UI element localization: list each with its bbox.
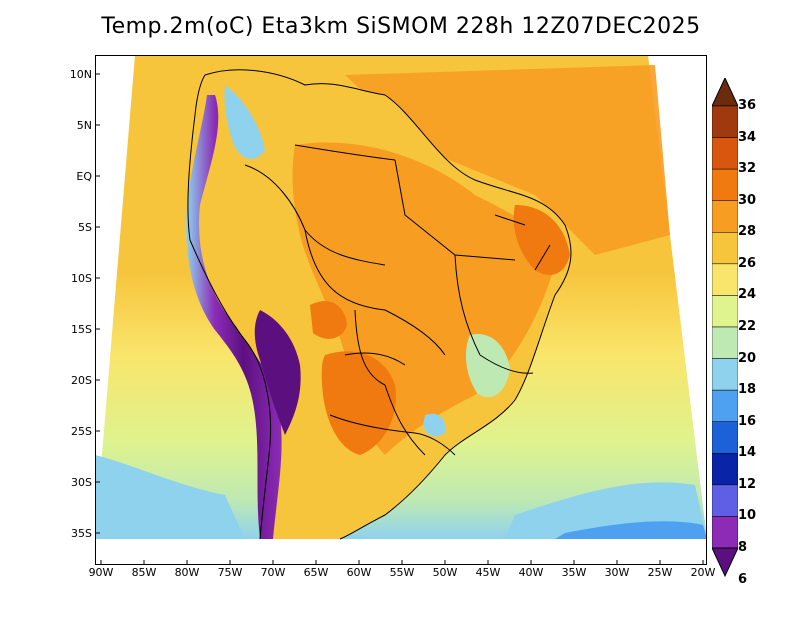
- lon-label-60w: 60W: [346, 566, 372, 579]
- andes-altiplano: [254, 310, 301, 435]
- colorbar-segment: [712, 295, 738, 328]
- lat-label-20s: 20S: [71, 374, 92, 387]
- colorbar-segment: [712, 453, 738, 486]
- lon-label-70w: 70W: [260, 566, 286, 579]
- lon-label-90w: 90W: [88, 566, 114, 579]
- colorbar-label: 18: [738, 382, 757, 398]
- lon-label-85w: 85W: [131, 566, 157, 579]
- colorbar-label: 28: [738, 224, 757, 240]
- colorbar-label: 22: [738, 319, 757, 334]
- hot-chaco: [321, 351, 396, 455]
- colorbar-label: 32: [738, 161, 757, 177]
- colorbar-segment: [712, 200, 738, 233]
- colorbar-segment: [712, 358, 738, 391]
- lon-label-20w: 20W: [690, 566, 716, 579]
- lat-label-eq: EQ: [76, 170, 92, 183]
- lon-label-30w: 30W: [604, 566, 630, 579]
- hot-northeast: [513, 205, 570, 275]
- andes-north-colombia: [224, 85, 265, 159]
- colorbar-top-arrow: [712, 78, 738, 107]
- lat-label-10s: 10S: [71, 272, 92, 285]
- colorbar-label: 12: [738, 476, 757, 492]
- andes-cold-strip: [186, 95, 282, 539]
- colorbar-segment: [712, 263, 738, 296]
- cold-ocean-southeast-deep: [555, 521, 707, 539]
- lat-label-25s: 25S: [71, 425, 92, 438]
- lat-label-30s: 30S: [71, 476, 92, 489]
- colorbar-segment: [712, 516, 738, 549]
- colorbar-segment: [712, 421, 738, 454]
- axis-ticks: [95, 73, 704, 565]
- hot-amazon-west: [310, 301, 347, 339]
- colorbar-segment: [712, 105, 738, 138]
- lat-label-5s: 5S: [78, 221, 92, 234]
- cold-ocean-southwest: [95, 455, 245, 539]
- lon-label-55w: 55W: [389, 566, 415, 579]
- south-america-land: [186, 69, 571, 539]
- lon-label-40w: 40W: [518, 566, 544, 579]
- lon-label-65w: 65W: [303, 566, 329, 579]
- colorbar-segment: [712, 232, 738, 265]
- colorbar-label: 36: [738, 98, 757, 113]
- colorbar-segment: [712, 389, 738, 422]
- lat-label-15s: 15S: [71, 323, 92, 336]
- highlands-south: [423, 413, 446, 437]
- warm-atlantic-band: [345, 65, 670, 255]
- lon-label-80w: 80W: [174, 566, 200, 579]
- map-title: Temp.2m(oC) Eta3km SiSMOM 228h 12Z07DEC2…: [101, 14, 701, 39]
- lon-label-50w: 50W: [432, 566, 458, 579]
- colorbar-label: 10: [738, 508, 757, 524]
- colorbar: [712, 78, 738, 578]
- temperature-map: [95, 55, 707, 565]
- colorbar-segment: [712, 137, 738, 170]
- colorbar-bottom-arrow: [712, 547, 738, 578]
- lon-label-75w: 75W: [217, 566, 243, 579]
- colorbar-segment: [712, 168, 738, 201]
- colorbar-segment: [712, 484, 738, 517]
- colorbar-label: 20: [738, 350, 757, 366]
- colorbar-label: 6: [738, 571, 748, 587]
- colorbar-label: 30: [738, 192, 757, 208]
- colorbar-label: 14: [738, 445, 757, 461]
- colorbar-label: 16: [738, 413, 757, 429]
- colorbar-segment: [712, 326, 738, 359]
- colorbar-label: 34: [738, 129, 757, 145]
- lat-label-35s: 35S: [71, 527, 92, 540]
- colorbar-label: 24: [738, 287, 757, 303]
- lat-label-10n: 10N: [69, 68, 92, 81]
- colorbar-label: 8: [738, 540, 748, 555]
- lon-label-45w: 45W: [475, 566, 501, 579]
- country-borders: [187, 69, 572, 540]
- lat-label-5n: 5N: [76, 119, 92, 132]
- colorbar-label: 26: [738, 255, 757, 271]
- lon-label-35w: 35W: [561, 566, 587, 579]
- lon-label-25w: 25W: [647, 566, 673, 579]
